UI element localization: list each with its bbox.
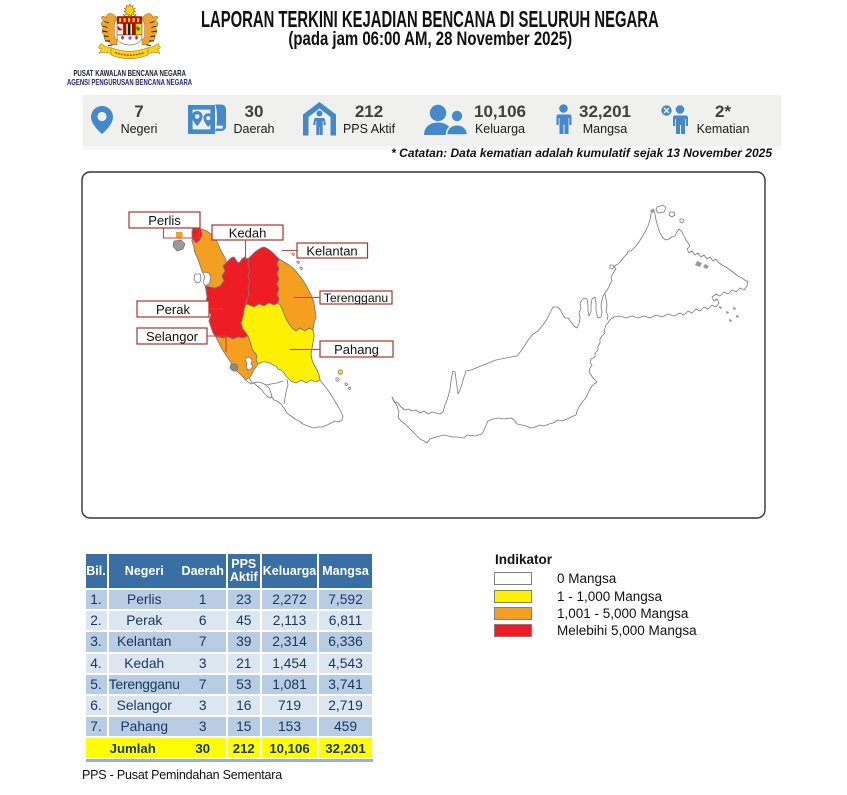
svg-text:Perlis: Perlis: [148, 213, 181, 228]
svg-text:Perak: Perak: [156, 302, 190, 317]
svg-text:Pahang: Pahang: [334, 342, 379, 357]
svg-text:Selangor: Selangor: [146, 329, 199, 344]
svg-text:Kelantan: Kelantan: [306, 243, 357, 258]
svg-text:Terengganu: Terengganu: [324, 291, 388, 305]
svg-text:Kedah: Kedah: [229, 225, 267, 240]
